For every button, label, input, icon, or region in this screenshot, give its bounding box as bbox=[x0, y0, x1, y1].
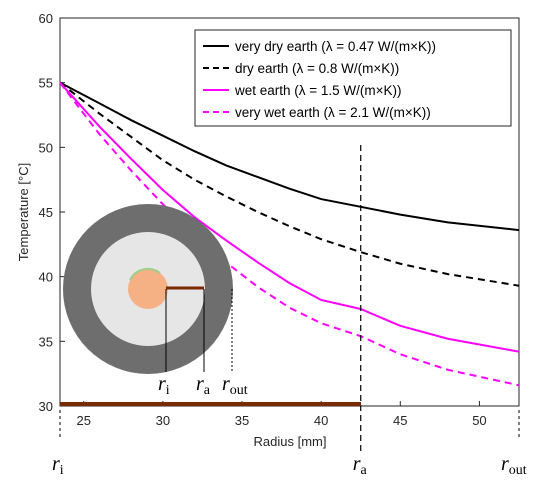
x-tick-label: 30 bbox=[156, 413, 170, 428]
legend-label-3: wet earth (λ = 1.5 W/(m×K)) bbox=[234, 83, 402, 98]
y-tick-label: 40 bbox=[39, 270, 53, 285]
vertical-markers bbox=[59, 145, 520, 455]
y-tick-label: 60 bbox=[39, 11, 53, 26]
x-tick-label: 35 bbox=[235, 413, 249, 428]
bottom-label-ri: ri bbox=[52, 453, 64, 478]
series-group bbox=[59, 81, 520, 387]
bottom-label-ra: ra bbox=[353, 453, 368, 478]
series-line-2 bbox=[59, 81, 520, 287]
inset-label-ri: ri bbox=[158, 373, 170, 398]
y-ticks: 30 35 40 45 50 55 60 bbox=[39, 11, 65, 414]
bottom-r-labels: ri ra rout bbox=[52, 453, 527, 478]
series-line-3 bbox=[59, 81, 520, 353]
y-axis-label: Temperature [°C] bbox=[16, 163, 31, 261]
inset-labels: ri ra rout bbox=[158, 373, 248, 398]
inset-label-rout: rout bbox=[222, 373, 248, 398]
x-tick-label: 45 bbox=[393, 413, 407, 428]
series-line-1 bbox=[59, 81, 520, 232]
cable-inset: ri ra rout bbox=[63, 204, 248, 398]
y-tick-label: 30 bbox=[39, 399, 53, 414]
legend-label-2: dry earth (λ = 0.8 W/(m×K)) bbox=[235, 61, 399, 76]
series-line-4 bbox=[59, 82, 520, 387]
y-tick-label: 35 bbox=[39, 334, 53, 349]
legend-label-4: very wet earth (λ = 2.1 W/(m×K)) bbox=[235, 105, 431, 120]
core-edge-shape bbox=[129, 267, 161, 281]
y-tick-label: 50 bbox=[39, 140, 53, 155]
inset-label-ra: ra bbox=[196, 373, 211, 398]
x-axis-label: Radius [mm] bbox=[254, 434, 327, 449]
x-tick-label: 40 bbox=[314, 413, 328, 428]
y-tick-label: 55 bbox=[39, 76, 53, 91]
y-tick-label: 45 bbox=[39, 205, 53, 220]
legend-label-1: very dry earth (λ = 0.47 W/(m×K)) bbox=[235, 39, 436, 54]
legend-box bbox=[194, 29, 512, 127]
x-tick-label: 25 bbox=[77, 413, 91, 428]
core-shape bbox=[128, 269, 168, 309]
legend: very dry earth (λ = 0.47 W/(m×K)) dry ear… bbox=[194, 29, 512, 127]
x-tick-label: 50 bbox=[472, 413, 486, 428]
bottom-label-rout: rout bbox=[501, 453, 527, 478]
